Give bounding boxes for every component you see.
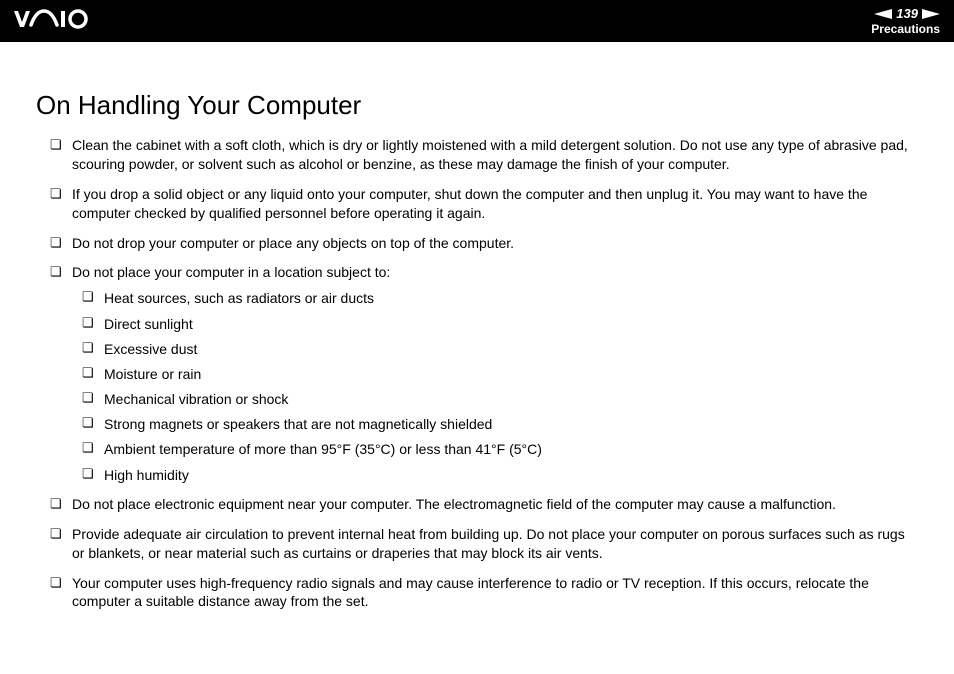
location-sublist: Heat sources, such as radiators or air d…: [72, 289, 918, 484]
page-header: 139 Precautions: [0, 0, 954, 42]
page-number-row: 139: [874, 6, 940, 21]
list-item: Clean the cabinet with a soft cloth, whi…: [50, 136, 918, 174]
list-item: If you drop a solid object or any liquid…: [50, 185, 918, 223]
page-content: On Handling Your Computer Clean the cabi…: [0, 42, 954, 611]
precautions-list: Clean the cabinet with a soft cloth, whi…: [36, 136, 918, 611]
list-item: Your computer uses high-frequency radio …: [50, 574, 918, 612]
section-name: Precautions: [871, 22, 940, 36]
sub-list-item: Heat sources, such as radiators or air d…: [82, 289, 918, 307]
sub-list-item: Excessive dust: [82, 340, 918, 358]
sub-list-item: Mechanical vibration or shock: [82, 390, 918, 408]
page-title: On Handling Your Computer: [36, 90, 918, 121]
sub-list-item: Strong magnets or speakers that are not …: [82, 415, 918, 433]
vaio-logo: [14, 9, 104, 34]
list-item-text: Do not place your computer in a location…: [72, 264, 390, 280]
page-number: 139: [896, 6, 918, 21]
sub-list-item: High humidity: [82, 466, 918, 484]
sub-list-item: Direct sunlight: [82, 315, 918, 333]
list-item: Do not place your computer in a location…: [50, 263, 918, 483]
list-item: Do not place electronic equipment near y…: [50, 495, 918, 514]
next-page-arrow-icon[interactable]: [922, 9, 940, 19]
sub-list-item: Ambient temperature of more than 95°F (3…: [82, 440, 918, 458]
page-navigation: 139 Precautions: [871, 6, 940, 36]
prev-page-arrow-icon[interactable]: [874, 9, 892, 19]
list-item: Provide adequate air circulation to prev…: [50, 525, 918, 563]
sub-list-item: Moisture or rain: [82, 365, 918, 383]
list-item: Do not drop your computer or place any o…: [50, 234, 918, 253]
